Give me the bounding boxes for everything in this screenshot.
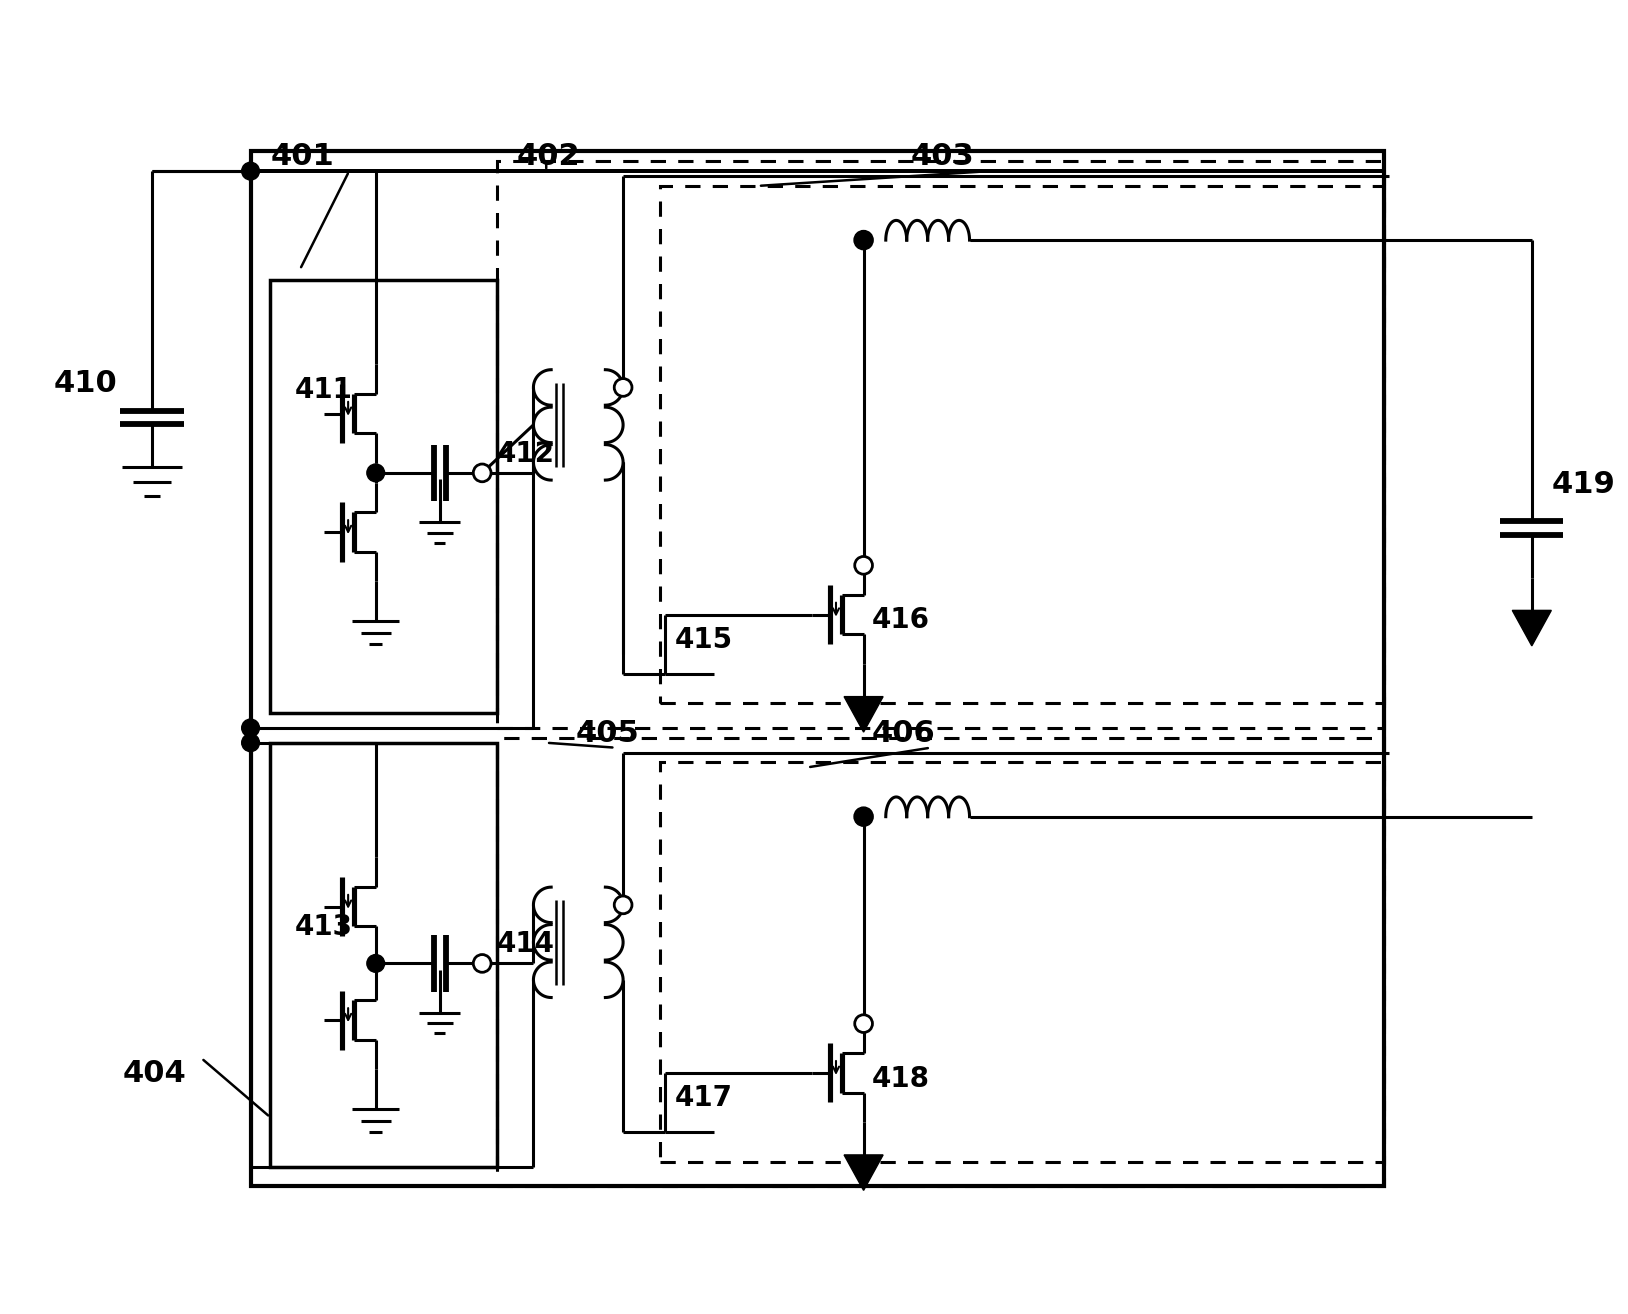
Circle shape xyxy=(366,954,384,972)
Text: 401: 401 xyxy=(270,142,334,171)
Bar xyxy=(270,280,497,714)
Polygon shape xyxy=(843,1155,882,1190)
Text: 403: 403 xyxy=(912,142,975,171)
Circle shape xyxy=(855,808,873,825)
Text: 411: 411 xyxy=(295,376,353,403)
Text: 404: 404 xyxy=(122,1059,186,1088)
Circle shape xyxy=(855,231,873,248)
Text: 416: 416 xyxy=(871,606,930,635)
Bar xyxy=(497,738,1384,1187)
Circle shape xyxy=(474,464,492,482)
Bar xyxy=(251,151,1384,1187)
Polygon shape xyxy=(1512,611,1551,646)
Circle shape xyxy=(241,162,259,180)
Polygon shape xyxy=(843,696,882,732)
Bar xyxy=(659,185,1384,703)
Circle shape xyxy=(241,735,259,752)
Circle shape xyxy=(855,1014,873,1033)
Bar xyxy=(659,762,1384,1162)
Circle shape xyxy=(614,378,632,397)
Text: 418: 418 xyxy=(871,1064,930,1093)
Text: 406: 406 xyxy=(871,719,934,748)
Text: 405: 405 xyxy=(576,719,640,748)
Circle shape xyxy=(855,808,873,825)
Bar xyxy=(270,742,497,1167)
Text: 419: 419 xyxy=(1551,470,1615,499)
Circle shape xyxy=(241,719,259,737)
Circle shape xyxy=(855,231,873,248)
Circle shape xyxy=(855,556,873,574)
Circle shape xyxy=(614,896,632,913)
Circle shape xyxy=(474,954,492,972)
Text: 417: 417 xyxy=(674,1084,733,1113)
Circle shape xyxy=(366,464,384,482)
Text: 402: 402 xyxy=(516,142,580,171)
Text: 415: 415 xyxy=(674,625,733,654)
Text: 410: 410 xyxy=(54,369,117,398)
Text: 412: 412 xyxy=(497,440,555,468)
Text: 414: 414 xyxy=(497,930,555,958)
Text: 413: 413 xyxy=(295,913,353,941)
Bar xyxy=(497,162,1384,728)
